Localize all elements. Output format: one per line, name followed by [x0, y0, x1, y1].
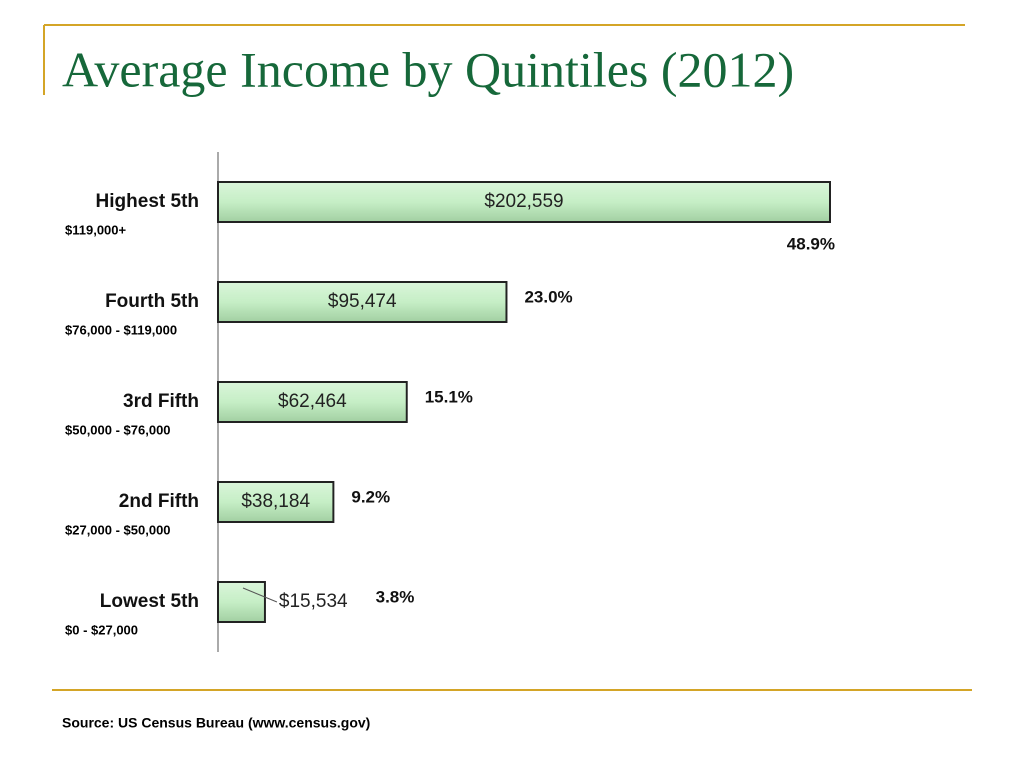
value-label: $15,534 — [279, 591, 348, 612]
bar-tint — [219, 183, 829, 221]
share-label: 3.8% — [376, 587, 415, 606]
bar — [217, 281, 508, 323]
bar — [217, 481, 335, 523]
income-range: $27,000 - $50,000 — [65, 522, 171, 537]
slide-title: Average Income by Quintiles (2012) — [62, 41, 794, 97]
bar — [217, 181, 831, 223]
share-label: 23.0% — [524, 287, 572, 306]
value-label: $38,184 — [241, 491, 310, 512]
category-label: Fourth 5th — [105, 291, 199, 312]
source-note: Source: US Census Bureau (www.census.gov… — [62, 715, 370, 731]
category-label: Highest 5th — [96, 191, 199, 212]
share-label: 9.2% — [351, 487, 390, 506]
bar-tint — [219, 383, 406, 421]
bar-tint — [219, 483, 333, 521]
category-label: 2nd Fifth — [119, 491, 199, 512]
share-label: 15.1% — [425, 387, 473, 406]
bar — [217, 381, 408, 423]
category-label: Lowest 5th — [100, 591, 199, 612]
value-label: $62,464 — [278, 391, 347, 412]
bar-tint — [219, 583, 264, 621]
category-label: 3rd Fifth — [123, 391, 199, 412]
income-range: $0 - $27,000 — [65, 622, 138, 637]
value-label: $95,474 — [328, 291, 397, 312]
bar — [217, 581, 266, 623]
leader-line — [242, 587, 278, 603]
share-label: 48.9% — [787, 234, 835, 253]
value-label: $202,559 — [484, 191, 563, 212]
income-range: $50,000 - $76,000 — [65, 422, 171, 437]
income-range: $76,000 - $119,000 — [65, 322, 177, 337]
bar-tint — [219, 283, 506, 321]
income-range: $119,000+ — [65, 222, 127, 237]
